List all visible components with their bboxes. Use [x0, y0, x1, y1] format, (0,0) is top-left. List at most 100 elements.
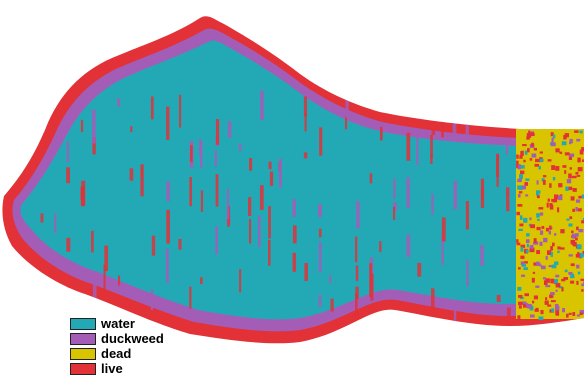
patch-speck — [570, 263, 575, 267]
vegetation-strip — [215, 226, 218, 255]
patch-speck — [577, 157, 581, 163]
patch-speck — [559, 151, 563, 154]
vegetation-strip — [268, 161, 272, 170]
vegetation-strip — [392, 206, 396, 220]
vegetation-strip — [166, 209, 170, 244]
patch-speck — [576, 226, 579, 231]
vegetation-strip — [417, 262, 422, 277]
patch-speck — [550, 278, 555, 284]
patch-speck — [536, 213, 540, 218]
patch-speck — [555, 289, 558, 292]
patch-speck — [579, 130, 583, 134]
legend-label-live: live — [101, 361, 123, 376]
vegetation-strip — [129, 168, 134, 181]
patch-speck — [572, 188, 577, 192]
patch-speck — [543, 237, 548, 243]
patch-speck — [577, 167, 583, 172]
patch-speck — [577, 252, 580, 256]
vegetation-strip — [441, 108, 444, 138]
vegetation-strip — [393, 178, 396, 199]
patch-speck — [555, 310, 559, 315]
vegetation-strip — [496, 117, 499, 124]
patch-speck — [536, 180, 539, 185]
patch-speck — [516, 154, 519, 159]
patch-speck — [518, 301, 523, 306]
vegetation-strip — [91, 230, 94, 253]
patch-speck — [553, 233, 557, 236]
patch-speck — [579, 312, 583, 315]
patch-speck — [520, 165, 525, 169]
patch-speck — [517, 267, 521, 270]
patch-speck — [552, 242, 555, 247]
vegetation-strip — [130, 126, 133, 133]
patch-speck — [556, 207, 560, 213]
vegetation-strip — [117, 275, 121, 286]
vegetation-strip — [496, 294, 501, 302]
patch-speck — [553, 194, 559, 200]
patch-speck — [533, 147, 538, 151]
patch-speck — [518, 191, 523, 194]
patch-speck — [535, 285, 540, 288]
vegetation-strip — [140, 169, 143, 178]
patch-speck — [545, 285, 551, 288]
patch-speck — [562, 165, 567, 168]
patch-speck — [539, 264, 542, 267]
patch-speck — [570, 280, 575, 284]
patch-speck — [544, 300, 549, 305]
patch-speck — [536, 261, 540, 266]
patch-speck — [554, 261, 559, 265]
patch-speck — [555, 148, 560, 153]
patch-speck — [525, 239, 530, 243]
legend-swatch-live — [70, 362, 96, 375]
vegetation-strip — [249, 157, 253, 171]
legend: water duckweed dead live — [70, 316, 210, 376]
patch-speck — [529, 132, 535, 137]
patch-speck — [527, 304, 532, 309]
vegetation-strip — [92, 278, 97, 312]
patch-speck — [530, 314, 535, 318]
vegetation-strip — [441, 234, 444, 266]
vegetation-strip — [40, 213, 44, 223]
vegetation-strip — [442, 90, 446, 104]
vegetation-strip — [80, 186, 84, 201]
vegetation-strip — [303, 96, 307, 117]
patch-speck — [582, 218, 584, 222]
vegetation-strip — [431, 193, 434, 215]
vegetation-strip — [466, 259, 469, 287]
vegetation-strip — [319, 127, 323, 156]
patch-speck — [568, 155, 573, 160]
vegetation-strip — [355, 286, 359, 299]
patch-speck — [578, 195, 582, 199]
patch-speck — [517, 194, 521, 198]
vegetation-strip — [54, 303, 59, 313]
patch-speckle — [516, 130, 584, 321]
patch-speck — [533, 238, 537, 243]
patch-speck — [524, 150, 528, 155]
patch-speck — [551, 308, 554, 313]
patch-speck — [581, 289, 584, 292]
vegetation-strip — [318, 204, 322, 217]
patch-speck — [534, 163, 540, 167]
patch-speck — [525, 194, 529, 197]
vegetation-strip — [453, 180, 458, 210]
patch-speck — [547, 304, 552, 307]
patch-speck — [536, 250, 541, 255]
patch-speck — [572, 312, 576, 316]
vegetation-strip — [453, 95, 456, 112]
patch-speck — [524, 293, 529, 297]
vegetation-strip — [480, 244, 484, 266]
patch-speck — [561, 287, 564, 292]
patch-speck — [521, 264, 526, 267]
patch-speck — [564, 152, 570, 156]
patch-speck — [549, 183, 552, 188]
patch-speck — [551, 264, 557, 269]
vegetation-strip — [369, 263, 373, 297]
vegetation-strip — [452, 111, 457, 139]
vegetation-strip — [369, 257, 374, 270]
patch-speck — [549, 225, 552, 230]
patch-speck — [516, 160, 519, 166]
legend-swatch-dead — [70, 347, 96, 360]
vegetation-strip — [505, 121, 508, 129]
patch-speck — [540, 265, 546, 270]
vegetation-strip — [344, 91, 347, 99]
